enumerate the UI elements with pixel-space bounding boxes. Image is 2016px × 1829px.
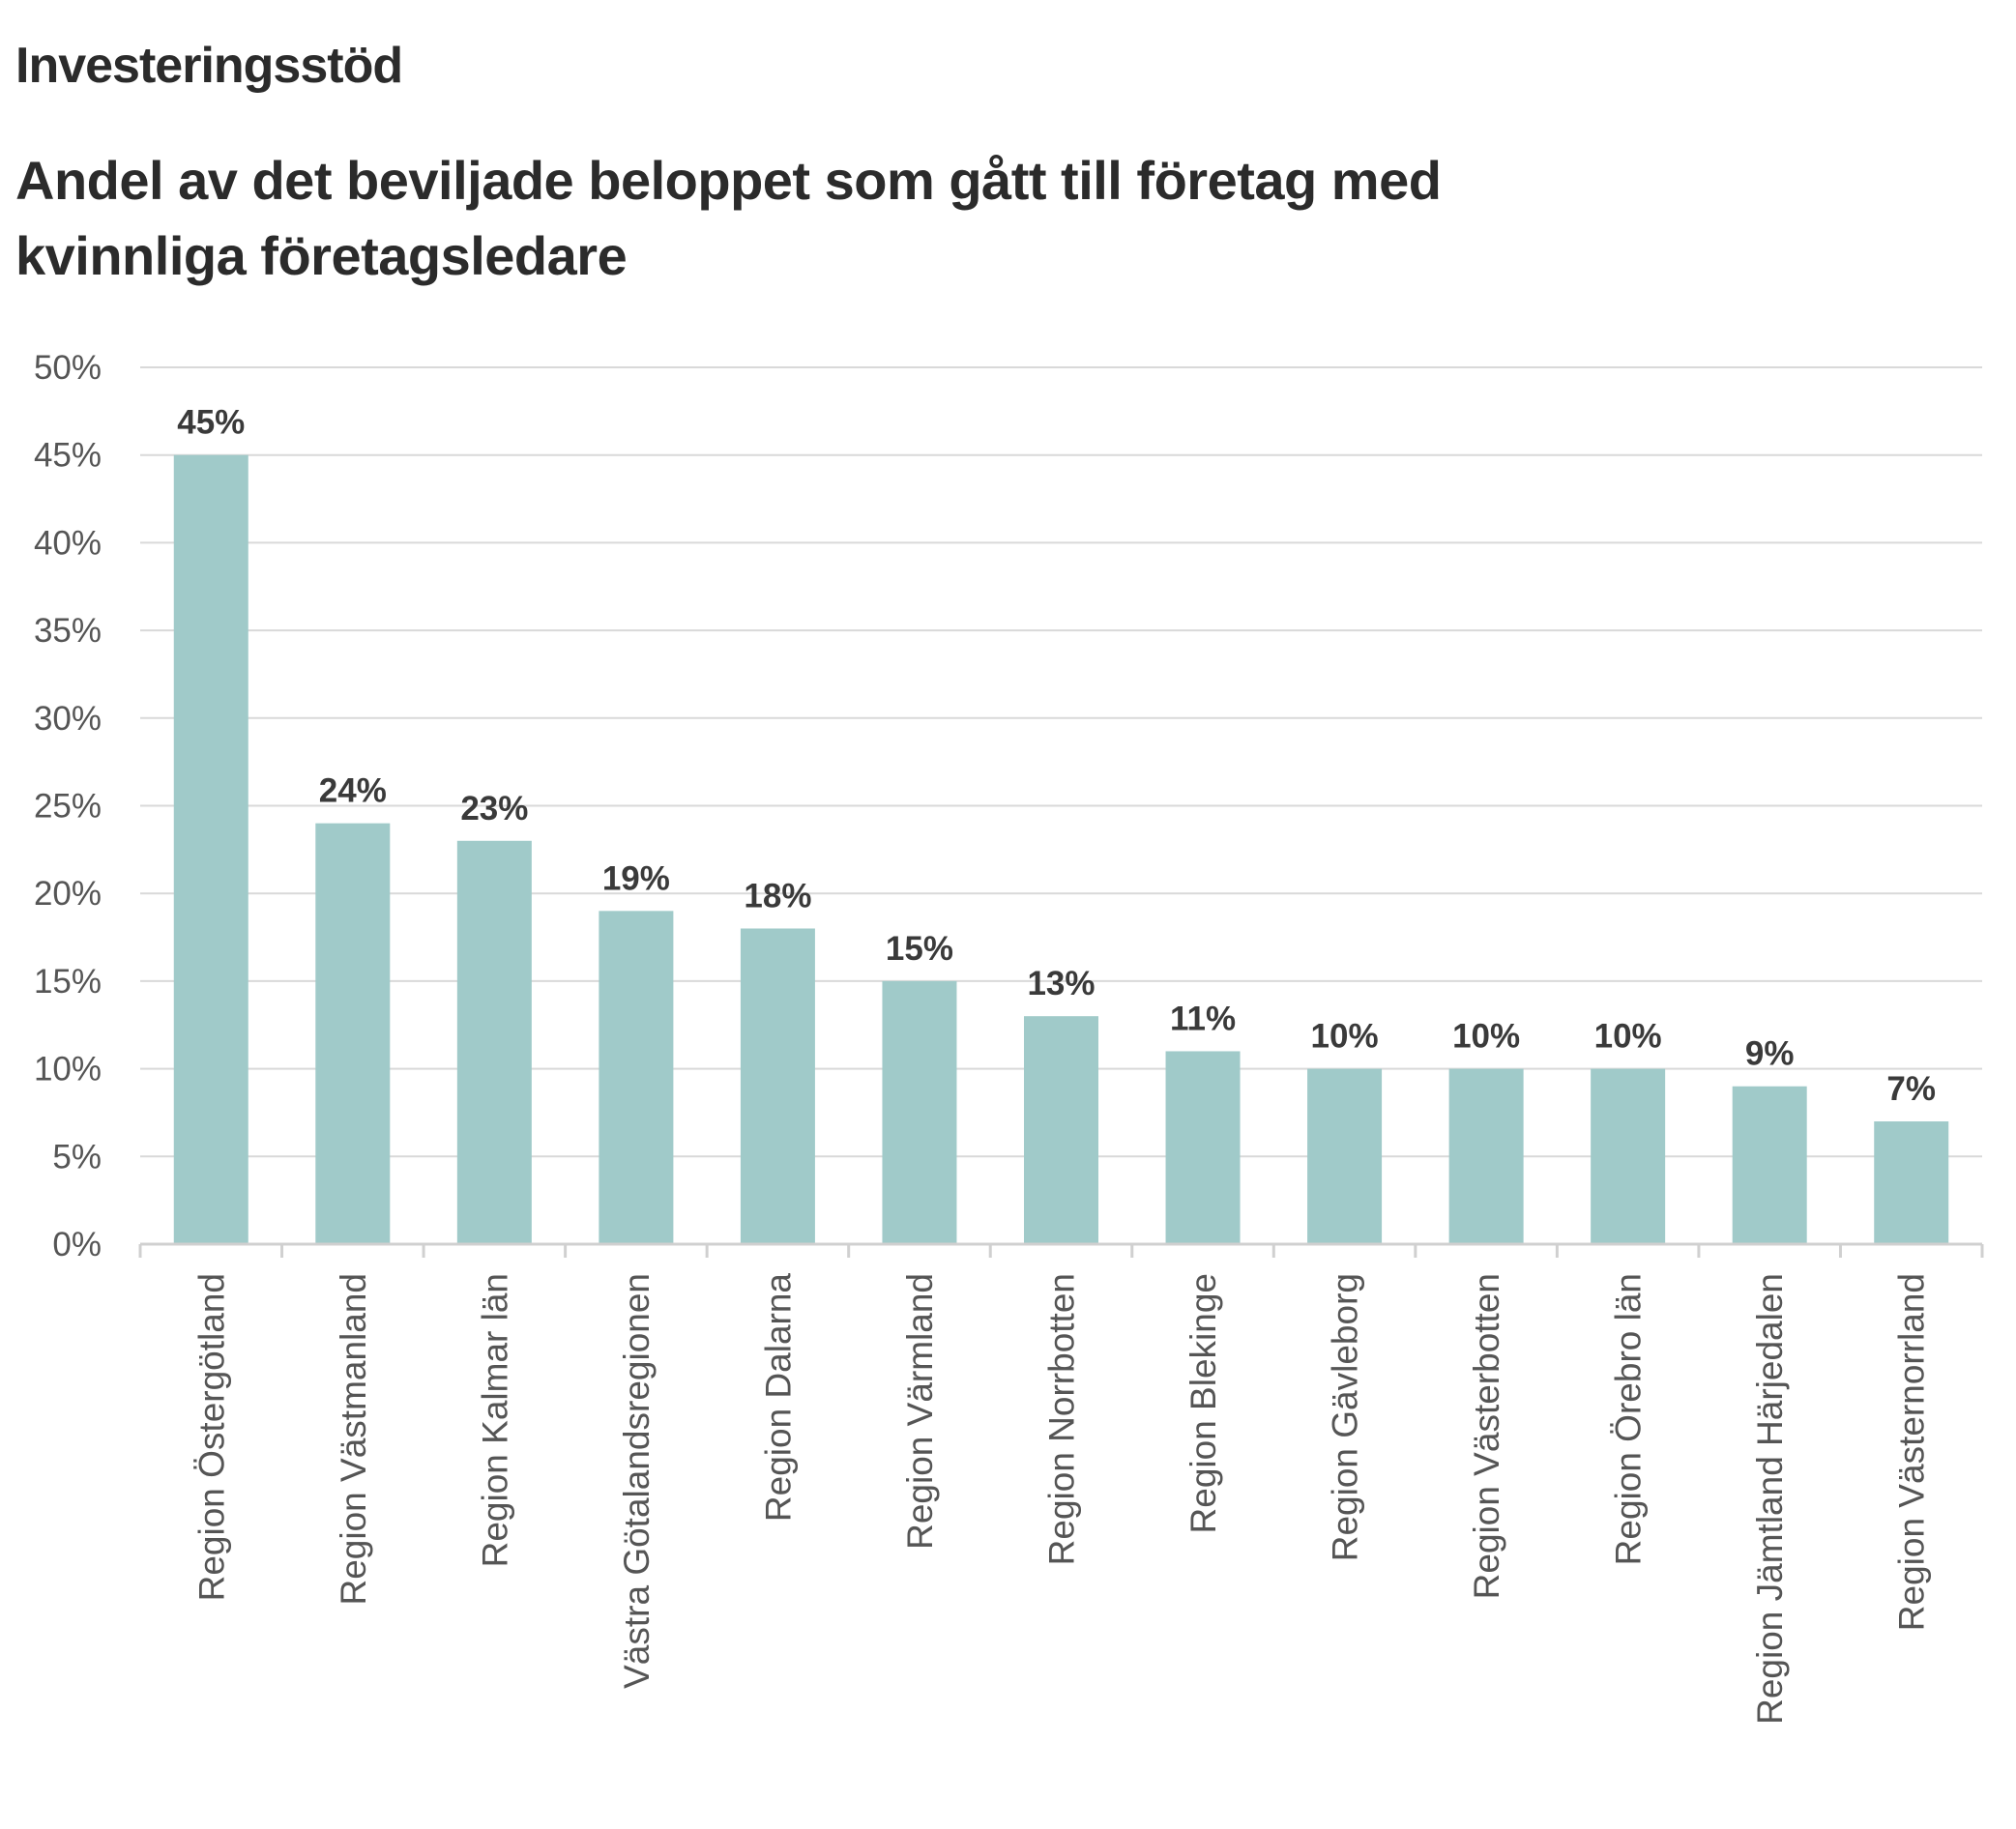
data-label: 18% <box>744 877 811 914</box>
bar <box>1591 1068 1666 1244</box>
data-label: 11% <box>1170 1000 1236 1037</box>
data-label: 15% <box>886 930 953 968</box>
bar <box>740 928 815 1244</box>
x-tick-label: Region Örebro län <box>1609 1273 1649 1565</box>
y-tick-label: 30% <box>34 700 102 738</box>
data-label: 10% <box>1594 1018 1662 1056</box>
y-tick-label: 40% <box>34 524 102 562</box>
chart-subtitle: Andel av det beviljade beloppet som gått… <box>15 150 1442 286</box>
y-tick-label: 50% <box>34 349 102 387</box>
data-label: 19% <box>602 859 670 897</box>
data-label: 7% <box>1886 1070 1936 1108</box>
y-tick-label: 0% <box>52 1226 102 1263</box>
x-tick-label: Region Värmland <box>900 1273 940 1550</box>
y-tick-label: 5% <box>52 1138 102 1176</box>
bar <box>599 911 674 1244</box>
x-tick-label: Region Norrbotten <box>1042 1273 1082 1565</box>
data-label: 24% <box>319 772 387 810</box>
y-tick-label: 45% <box>34 437 102 475</box>
y-tick-label: 10% <box>34 1051 102 1089</box>
x-tick-label: Region Jämtland Härjedalen <box>1750 1273 1790 1725</box>
x-tick-label: Region Västernorrland <box>1892 1273 1932 1631</box>
bar <box>1307 1068 1383 1244</box>
data-labels: 45% 24% 23% 19% 18% 15% 13% 11% 10% 10% 10% 9% 7% <box>177 404 1936 1108</box>
x-tick-label: Region Dalarna <box>758 1273 798 1523</box>
bar <box>315 823 391 1244</box>
x-tick-label: Region Gävleborg <box>1326 1273 1365 1561</box>
data-label: 10% <box>1311 1018 1379 1056</box>
x-tick-label: Region Östergötland <box>191 1273 231 1601</box>
bars <box>173 454 1949 1244</box>
bar <box>1024 1016 1098 1244</box>
bar <box>1732 1086 1807 1244</box>
y-axis-ticks: 0% 5% 10% 15% 20% 25% 30% 35% 40% 45% 50% <box>34 349 102 1263</box>
y-tick-label: 25% <box>34 788 102 826</box>
x-tick-label: Region Kalmar län <box>475 1273 514 1567</box>
x-tick-label: Region Västerbotten <box>1467 1273 1506 1599</box>
data-label: 45% <box>177 404 245 442</box>
y-tick-label: 35% <box>34 612 102 650</box>
chart-title: Investeringsstöd <box>15 38 403 94</box>
x-axis <box>138 1242 1984 1258</box>
bar <box>1874 1121 1949 1244</box>
data-label: 23% <box>460 790 528 827</box>
x-tick-label: Västra Götalandsregionen <box>617 1273 657 1689</box>
y-tick-label: 20% <box>34 875 102 913</box>
bar <box>1448 1068 1524 1244</box>
y-tick-label: 15% <box>34 963 102 1001</box>
x-axis-labels: Region Östergötland Region Västmanland Reg… <box>191 1273 1931 1725</box>
x-tick-label: Region Blekinge <box>1183 1273 1223 1533</box>
bar <box>173 454 248 1244</box>
data-label: 13% <box>1027 965 1095 1002</box>
x-tick-label: Region Västmanland <box>334 1273 373 1606</box>
gridlines <box>140 366 1982 1158</box>
data-label: 9% <box>1745 1035 1795 1073</box>
bar <box>1165 1051 1241 1244</box>
data-label: 10% <box>1452 1018 1520 1056</box>
bar <box>456 840 532 1244</box>
bar <box>882 980 957 1244</box>
